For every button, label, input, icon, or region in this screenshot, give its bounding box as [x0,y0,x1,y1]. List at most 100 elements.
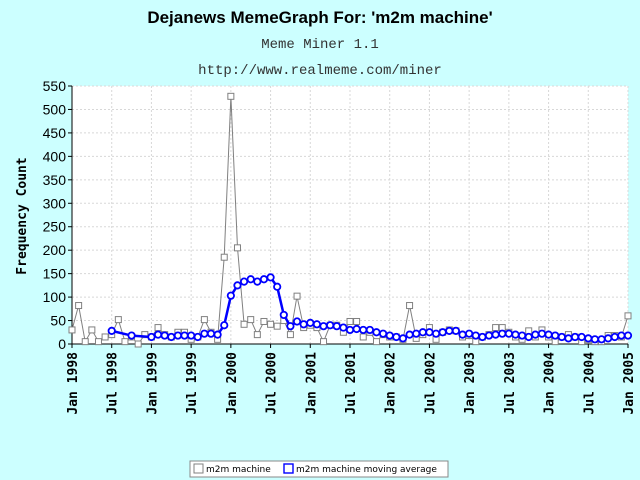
data-point-average [339,323,348,332]
data-point-average [398,334,408,343]
data-point-average [551,331,560,340]
y-axis-label: Frequency Count [15,157,30,274]
x-axis-ticks: Jan 1998 Jul 1998 Jan 1999 Jul 1999 Jan 2000… [66,344,637,415]
data-point-raw [359,333,367,341]
data-point-raw [227,92,235,100]
data-point-average [193,332,202,342]
y-tick-label: 450 [43,125,67,141]
data-point-average [504,329,513,338]
data-point-average [259,275,269,284]
data-point-raw [94,338,102,346]
data-point-raw [320,338,328,346]
data-point-raw [353,317,361,325]
data-point-average [517,331,527,340]
data-point-average [604,334,613,343]
data-point-average [246,275,255,284]
data-point-raw [88,326,96,334]
data-point-average [590,335,600,344]
data-point-average [359,325,368,335]
data-point-average [173,331,183,340]
x-tick-label: Jul 2001 [344,352,359,415]
data-point-average [531,330,540,339]
data-point-average [418,328,427,337]
data-point-raw [233,244,241,252]
x-tick-label: Jul 1998 [106,352,121,415]
chart-url: http://www.realmeme.com/miner [198,63,442,79]
data-point-raw [253,331,261,339]
legend: m2m machine m2m machine moving average [189,460,449,478]
x-tick-label: Jan 2002 [384,352,399,415]
data-point-raw [624,312,632,320]
y-tick-label: 300 [43,195,67,211]
data-point-average [200,329,209,338]
data-point-average [385,331,394,340]
y-tick-label: 200 [43,242,67,258]
data-point-raw [134,340,142,348]
data-point-average [451,326,461,335]
data-point-average [438,328,447,337]
legend-box [189,460,449,478]
y-tick-label: 50 [50,313,66,329]
data-point-raw [121,338,129,346]
data-point-average [544,330,553,339]
x-tick-label: Jul 2004 [582,352,597,415]
data-point-average [412,329,421,338]
data-point-average [617,331,626,340]
x-tick-label: Jan 1999 [145,352,160,415]
data-point-raw [406,302,414,310]
legend-swatch-series-2 [283,463,294,474]
data-point-average [220,321,229,330]
data-point-average [299,320,308,329]
legend-label-series-2: m2m machine moving average [296,465,437,475]
data-point-average [180,331,189,340]
data-point-average [332,322,341,331]
data-point-raw [293,292,301,300]
data-point-average [498,329,507,338]
data-point-average [352,324,361,334]
data-point-average [187,331,196,340]
y-tick-label: 100 [43,289,67,305]
x-tick-label: Jan 2004 [543,352,558,415]
data-point-average [153,330,163,339]
data-point-average [345,325,355,335]
data-point-average [471,331,480,340]
x-tick-label: Jan 2003 [463,352,478,415]
data-point-raw [492,324,500,332]
y-tick-label: 250 [43,219,67,235]
data-point-average [564,334,573,343]
data-point-average [445,326,454,335]
data-point-raw [372,338,380,346]
data-point-average [465,329,474,338]
x-tick-label: Jan 1998 [66,352,81,415]
data-point-average [127,331,136,340]
y-tick-label: 350 [43,172,67,188]
data-point-average [405,330,414,339]
x-tick-label: Jul 2000 [265,352,280,415]
data-point-raw [247,316,255,324]
data-point-raw [200,316,208,324]
data-point-raw [75,302,83,310]
data-point-average [326,321,335,330]
y-tick-label: 550 [43,78,67,94]
data-point-average [511,330,520,339]
data-point-average [312,320,322,329]
data-point-average [425,328,434,337]
data-point-raw [260,317,268,325]
data-point-average [365,325,374,335]
data-point-average [431,329,441,338]
data-point-raw [101,333,109,341]
data-point-average [253,277,262,286]
data-point-average [107,326,116,335]
data-point-average [206,329,216,338]
chart-subtitle: Meme Miner 1.1 [261,37,379,53]
data-point-average [537,329,547,338]
y-tick-label: 400 [43,148,67,164]
data-point-average [610,332,619,342]
data-point-average [623,331,633,340]
chart-title: Dejanews MemeGraph For: 'm2m machine' [147,8,492,27]
data-point-raw [114,316,122,324]
x-tick-label: Jul 1999 [185,352,200,415]
data-point-raw [240,320,248,328]
data-point-raw [154,324,162,332]
